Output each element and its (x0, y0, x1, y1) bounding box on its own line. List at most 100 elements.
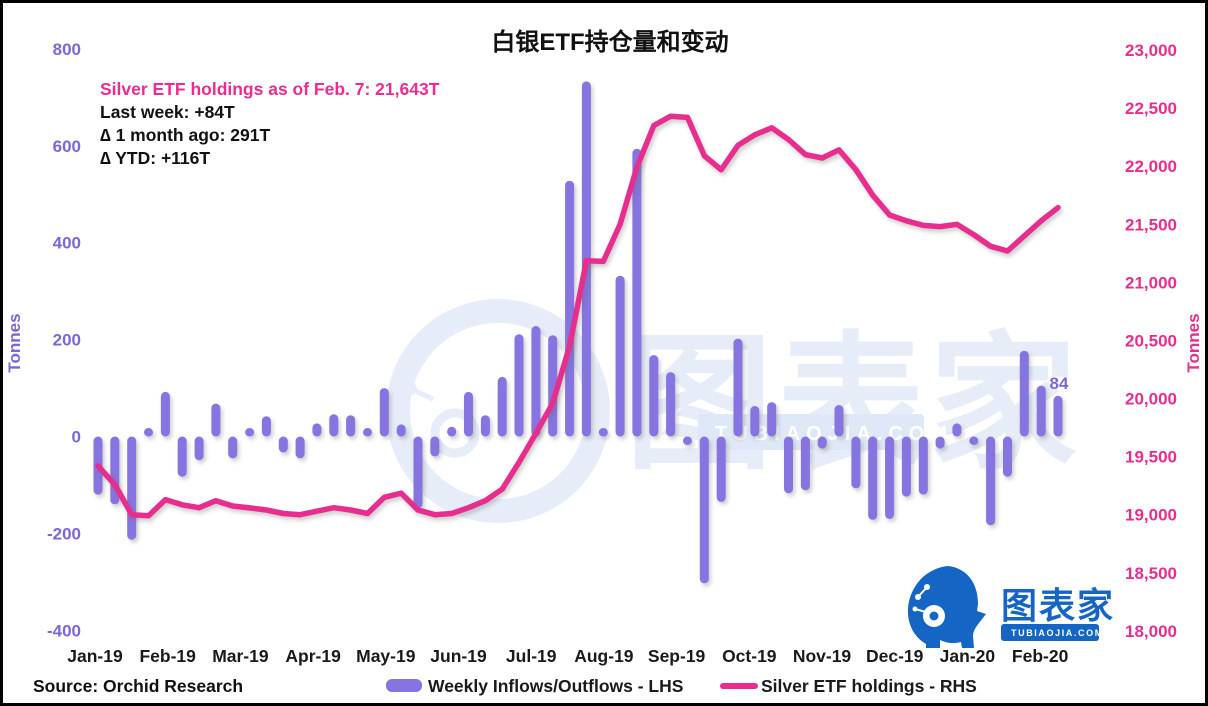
bar-week-57 (1036, 385, 1046, 437)
x-axis-label-Jul-19: Jul-19 (506, 646, 557, 666)
bar-week-54 (986, 436, 996, 526)
left-axis-tick: 400 (53, 234, 81, 253)
watermark: 图表家 TUBIAOJIA.COM (386, 299, 1077, 523)
bar-week-18 (379, 388, 389, 437)
right-axis-tick: 19,000 (1125, 506, 1177, 525)
right-axis-tick: 22,500 (1125, 99, 1177, 118)
left-axis-tick: 800 (53, 40, 81, 59)
bar-week-21 (430, 436, 440, 457)
right-axis-title: Tonnes (1184, 313, 1203, 372)
bar-week-31 (598, 428, 608, 437)
bar-week-46 (851, 436, 861, 489)
logo-brand-text: 图表家 (1001, 585, 1115, 626)
annotation-one-month: ∆ 1 month ago: 291T (100, 125, 270, 145)
bar-week-27 (531, 326, 541, 437)
bar-week-8 (211, 403, 221, 437)
bar-week-35 (666, 372, 676, 437)
x-axis-label-Oct-19: Oct-19 (722, 646, 777, 666)
bar-week-29 (565, 180, 575, 437)
bar-week-56 (1019, 350, 1029, 437)
right-axis-tick: 21,000 (1125, 273, 1177, 292)
bar-week-53 (969, 436, 979, 445)
right-axis-tick: 21,500 (1125, 215, 1177, 234)
chart-title: 白银ETF持仓量和变动 (491, 28, 728, 56)
legend-bars-label: Weekly Inflows/Outflows - LHS (428, 676, 683, 696)
bar-week-3 (127, 436, 137, 540)
right-axis-tick: 20,000 (1125, 390, 1177, 409)
bar-week-47 (868, 436, 878, 520)
annotation-last-week: Last week: +84T (100, 102, 235, 122)
watermark-circuit-icon (409, 331, 443, 402)
bar-week-49 (901, 436, 911, 497)
x-axis-label-Feb-19: Feb-19 (139, 646, 196, 666)
brand-logo: 图表家 TUBIAOJIA.COM (907, 566, 1115, 648)
legend-line-label: Silver ETF holdings - RHS (761, 676, 977, 696)
left-axis-tick: 200 (53, 331, 81, 350)
left-axis-tick: 600 (53, 137, 81, 156)
bar-week-43 (800, 436, 810, 491)
x-axis-label-Mar-19: Mar-19 (212, 646, 269, 666)
annotation-ytd: ∆ YTD: +116T (100, 148, 210, 168)
bar-week-44 (817, 436, 827, 449)
legend-bar-swatch-icon (386, 679, 422, 692)
bar-week-12 (278, 436, 288, 453)
weekly-flows-bar-series (93, 81, 1063, 584)
bar-week-41 (767, 402, 777, 437)
x-axis-label-Jan-20: Jan-20 (940, 646, 996, 666)
last-bar-value-label: 84 (1050, 374, 1069, 393)
x-axis-label-Sep-19: Sep-19 (648, 646, 706, 666)
right-axis-tick: 22,000 (1125, 157, 1177, 176)
bar-week-9 (228, 436, 238, 459)
logo-domain-pill (1001, 624, 1099, 641)
bar-week-10 (245, 428, 255, 437)
bar-week-22 (447, 426, 457, 437)
bar-week-17 (363, 428, 372, 437)
bar-week-45 (834, 405, 844, 437)
right-axis-tick: 18,000 (1125, 622, 1177, 641)
logo-domain-text: TUBIAOJIA.COM (1011, 628, 1104, 638)
x-axis-label-Feb-20: Feb-20 (1012, 646, 1069, 666)
robot-head-icon (907, 566, 986, 648)
x-axis-label-Jan-19: Jan-19 (67, 646, 123, 666)
left-axis-tick: -200 (47, 524, 81, 543)
left-axis-title: Tonnes (5, 313, 24, 372)
bar-week-55 (1003, 436, 1012, 477)
bar-week-14 (312, 423, 322, 437)
bar-week-4 (144, 428, 153, 437)
right-axis-tick: 23,000 (1125, 41, 1177, 60)
x-axis-labels: Jan-19 Feb-19 Mar-19 Apr-19 May-19 Jun-19 Jul-… (67, 646, 1068, 666)
legend: Weekly Inflows/Outflows - LHS Silver ETF… (386, 676, 977, 696)
bar-week-19 (396, 424, 406, 437)
bar-week-15 (329, 414, 339, 437)
bar-week-23 (464, 391, 473, 437)
annotation-block: Silver ETF holdings as of Feb. 7: 21,643… (100, 79, 440, 168)
bar-week-37 (699, 436, 709, 584)
bar-week-26 (514, 334, 524, 437)
x-axis-label-Nov-19: Nov-19 (793, 646, 852, 666)
bar-week-50 (918, 436, 928, 495)
source-note: Source: Orchid Research (33, 676, 243, 696)
x-axis-label-May-19: May-19 (356, 646, 416, 666)
right-axis-ticks: 23,000 22,500 22,000 21,500 21,000 20,500 20,0… (1125, 41, 1177, 641)
bar-week-32 (615, 275, 625, 437)
bar-week-16 (346, 415, 356, 437)
bar-week-40 (750, 406, 760, 437)
bar-week-58 (1053, 395, 1063, 437)
bar-week-20 (413, 436, 423, 509)
bar-week-48 (885, 436, 895, 519)
watermark-inner-ring-icon (430, 408, 480, 458)
x-axis-label-Apr-19: Apr-19 (285, 646, 341, 666)
right-axis-tick: 20,500 (1125, 331, 1177, 350)
bar-week-11 (261, 416, 271, 437)
bar-week-38 (716, 436, 726, 502)
etf-holdings-line-series (95, 113, 1061, 519)
left-axis-tick: -400 (47, 621, 81, 640)
bar-week-36 (683, 436, 692, 445)
bar-week-7 (194, 436, 204, 461)
bar-week-5 (160, 391, 170, 437)
x-axis-label-Aug-19: Aug-19 (574, 646, 634, 666)
bar-week-52 (952, 423, 962, 437)
bar-week-6 (177, 436, 187, 477)
bar-week-42 (784, 436, 793, 494)
